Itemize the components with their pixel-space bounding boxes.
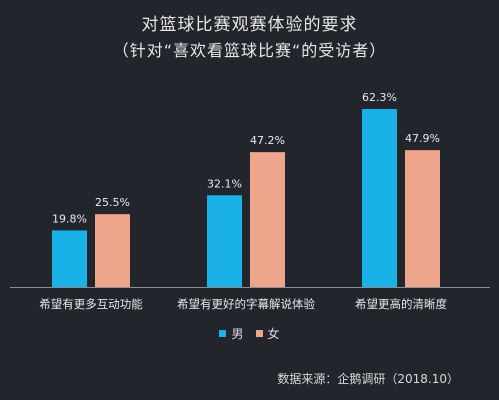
- category-label-2: 希望更高的清晰度: [355, 297, 447, 311]
- data-label-male-2: 62.3%: [362, 91, 397, 104]
- bar-male-1: [207, 195, 242, 287]
- chart-subtitle: （针对“喜欢看篮球比赛“的受访者）: [112, 41, 387, 60]
- legend: 男 女: [0, 325, 499, 342]
- category-label-1: 希望有更好的字幕解说体验: [177, 297, 315, 311]
- data-label-male-1: 32.1%: [207, 177, 242, 190]
- legend-item-male: 男: [219, 325, 244, 342]
- source-note: 数据来源：企鹅调研（2018.10）: [277, 372, 459, 386]
- bar-female-1: [250, 152, 285, 287]
- legend-item-female: 女: [255, 325, 280, 342]
- legend-label-female: 女: [267, 327, 280, 341]
- bar-female-2: [405, 150, 440, 287]
- legend-swatch-female: [255, 330, 263, 337]
- category-label-0: 希望有更多互动功能: [39, 297, 143, 311]
- bar-female-0: [95, 214, 130, 287]
- chart-title: 对篮球比赛观赛体验的要求: [141, 15, 358, 35]
- data-label-female-0: 25.5%: [95, 196, 130, 209]
- legend-swatch-male: [219, 330, 227, 337]
- legend-label-male: 男: [231, 327, 244, 341]
- data-label-male-0: 19.8%: [52, 212, 87, 225]
- bar-male-2: [362, 109, 397, 287]
- data-label-female-2: 47.9%: [405, 132, 440, 145]
- bar-male-0: [52, 230, 87, 287]
- data-label-female-1: 47.2%: [250, 134, 285, 147]
